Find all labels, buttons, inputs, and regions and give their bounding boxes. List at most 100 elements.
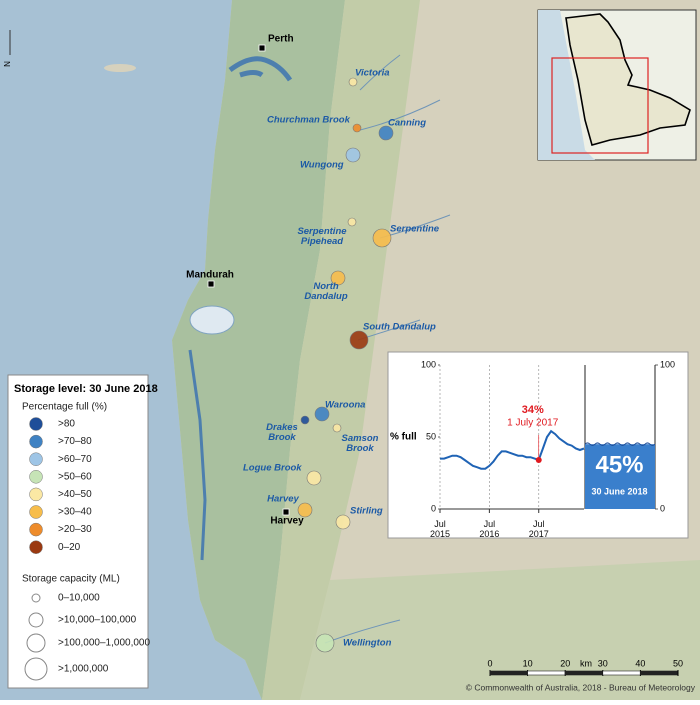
reservoir: [372, 228, 392, 248]
reservoir-label: Logue Brook: [243, 463, 302, 474]
reservoir-label: Waroona: [325, 400, 365, 411]
legend-size: [26, 633, 46, 653]
scarp: [262, 0, 420, 700]
scale-label: 10: [523, 658, 533, 668]
scale-segment: [640, 670, 679, 676]
city-marker: [258, 44, 266, 52]
series-line: [440, 429, 585, 470]
legend-label: >100,000–1,000,000: [58, 638, 150, 649]
scale-label: 0: [487, 658, 492, 668]
copyright: © Commonwealth of Australia, 2018 - Bure…: [466, 682, 696, 692]
legend-title: Storage level: 30 June 2018: [14, 383, 158, 395]
legend-swatch: [29, 522, 43, 537]
city-label: Harvey: [270, 516, 304, 527]
reservoir: [297, 502, 313, 518]
legend-size: [24, 657, 48, 681]
rottnest-island: [104, 64, 136, 72]
reservoir: [345, 147, 361, 163]
scale-segment: [564, 670, 604, 676]
legend-label: >60–70: [58, 454, 92, 465]
y-tick-label: 50: [426, 431, 436, 441]
scale-unit: km: [580, 658, 592, 668]
reservoir: [335, 514, 351, 530]
annotation-value: 34%: [522, 404, 544, 416]
reservoir-label: Wellington: [343, 638, 392, 649]
annotation-point: [535, 457, 542, 464]
legend-label: >30–40: [58, 507, 92, 518]
reservoir-label: Stirling: [350, 506, 383, 517]
reservoir: [349, 330, 369, 350]
legend-swatch: [29, 417, 43, 431]
reservoir: [332, 423, 342, 433]
inset-extent: [551, 57, 649, 154]
legend-label: >1,000,000: [58, 664, 109, 675]
reservoir-label: Victoria: [355, 68, 390, 79]
scale-segment: [527, 670, 566, 676]
reservoir-label: Canning: [388, 118, 426, 129]
reservoir: [306, 470, 322, 486]
current-level-label: 45%: [595, 452, 643, 479]
x-tick-label: Jul 2015: [430, 519, 450, 539]
reservoir: [314, 406, 330, 422]
reservoir: [352, 123, 362, 133]
north-label: N: [3, 61, 12, 67]
north-arrow: N: [3, 30, 12, 67]
legend-size: [28, 612, 44, 628]
scale-label: 30: [598, 658, 608, 668]
current-level: [585, 444, 655, 509]
legend-swatch: [29, 505, 43, 519]
y-tick-label: 100: [421, 359, 436, 369]
peel-inlet: [189, 305, 235, 335]
harvey-estuary: [188, 349, 207, 561]
scale-label: 20: [560, 658, 570, 668]
legend-label: >40–50: [58, 489, 92, 500]
swan-river: [228, 56, 293, 82]
reservoir-label: Wungong: [300, 160, 344, 171]
legend-label: >10,000–100,000: [58, 615, 137, 626]
reservoir-label: Drakes Brook: [266, 421, 298, 442]
reservoir: [378, 125, 394, 141]
reservoir-label: Samson Brook: [342, 432, 379, 453]
legend-swatch: [29, 540, 43, 554]
current-level-date: 30 June 2018: [591, 487, 647, 497]
legend-label: >20–30: [58, 524, 92, 535]
scale-label: 50: [673, 658, 683, 668]
reservoir-label: Harvey: [267, 494, 299, 505]
coastal-plain: [172, 0, 345, 700]
reservoir-label: Serpentine: [390, 224, 440, 235]
legend-swatch: [29, 434, 43, 449]
y-tick-label: 0: [431, 503, 436, 513]
inset-region: [565, 13, 691, 146]
reservoir-label: Churchman Brook: [267, 115, 351, 126]
reservoir: [300, 415, 310, 425]
inset-map: [537, 9, 697, 161]
legend-label: 0–10,000: [58, 593, 100, 604]
legend-label: >50–60: [58, 471, 92, 482]
legend-level-title: Percentage full (%): [22, 402, 107, 413]
reservoir-label: South Dandalup: [363, 322, 436, 333]
reservoir: [347, 217, 357, 227]
legend-capacity-title: Storage capacity (ML): [22, 574, 120, 585]
x-tick-label: Jul 2017: [529, 519, 549, 539]
legend-swatch: [29, 452, 43, 466]
y2-tick-label: 100: [660, 359, 675, 369]
reservoir: [315, 633, 335, 653]
legend-size: [31, 593, 41, 603]
southern-land: [262, 560, 700, 700]
scale-label: 40: [635, 658, 645, 668]
annotation-date: 1 July 2017: [507, 418, 559, 429]
reservoir: [348, 77, 358, 87]
reservoir-label: Serpentine Pipehead: [297, 225, 347, 246]
legend-label: 0–20: [58, 542, 81, 553]
water-surface: [584, 442, 656, 446]
city-label: Mandurah: [186, 270, 234, 281]
scale-segment: [489, 670, 528, 676]
y-axis-label: % full: [390, 432, 417, 443]
reservoir: [330, 270, 346, 286]
city-marker: [282, 508, 290, 516]
x-tick-label: Jul 2016: [479, 519, 499, 539]
y2-tick-label: 0: [660, 503, 665, 513]
scale-segment: [602, 670, 641, 676]
city-label: Perth: [268, 34, 294, 45]
legend-label: >80: [58, 419, 75, 430]
